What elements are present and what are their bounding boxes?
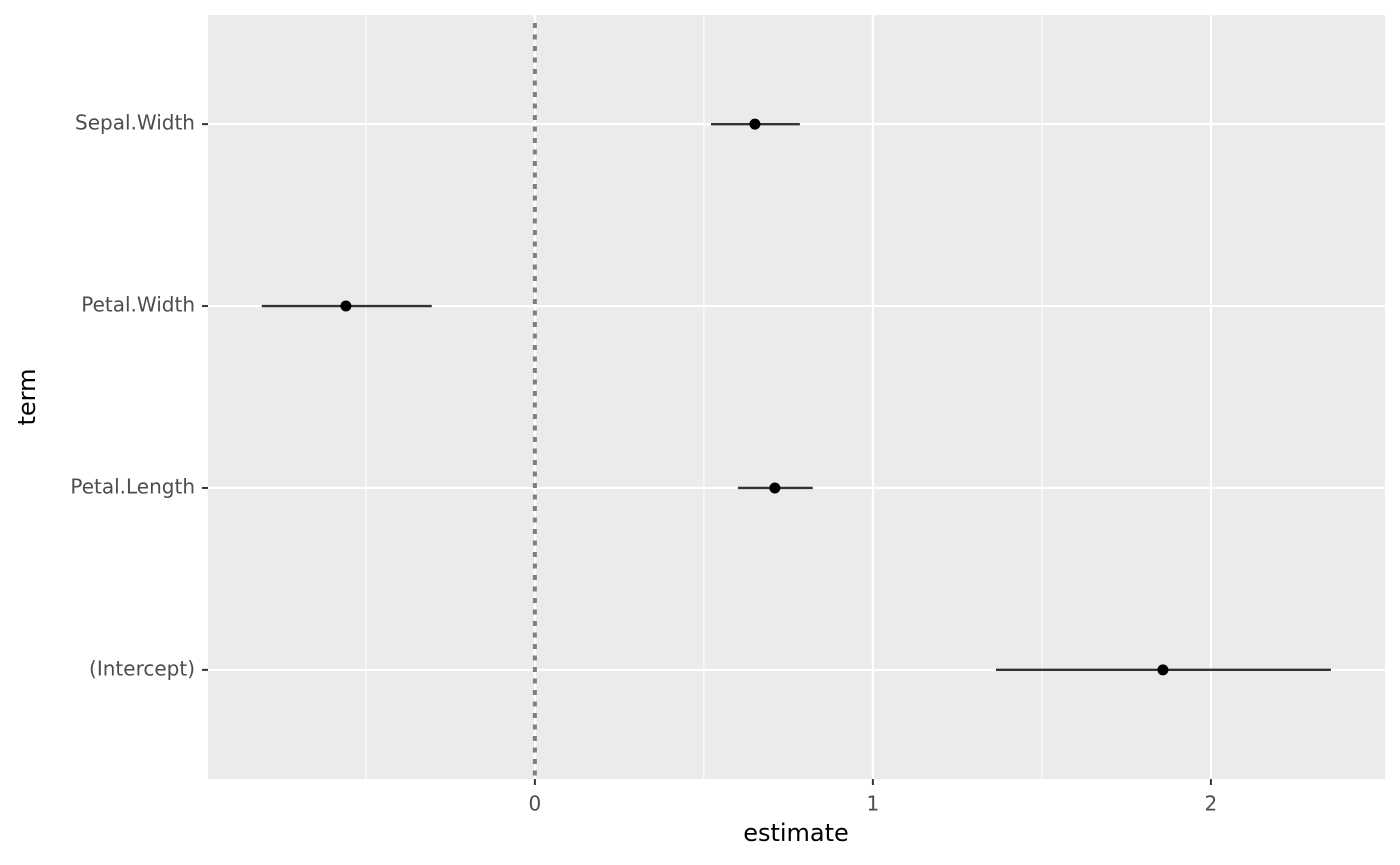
point: [749, 118, 761, 130]
point: [340, 300, 352, 312]
y-tick-label: (Intercept): [89, 656, 195, 680]
panel: [208, 15, 1385, 779]
point: [769, 482, 781, 494]
x-tick-label: 1: [867, 792, 880, 816]
y-tick-label: Petal.Width: [81, 293, 195, 317]
y-tick-label: Sepal.Width: [75, 111, 195, 135]
y-tick-label: Petal.Length: [70, 474, 195, 498]
x-axis-title: estimate: [743, 819, 849, 847]
y-axis-title: term: [13, 369, 41, 426]
x-tick-label: 0: [529, 792, 542, 816]
point: [1157, 664, 1169, 676]
x-tick-label: 2: [1205, 792, 1218, 816]
